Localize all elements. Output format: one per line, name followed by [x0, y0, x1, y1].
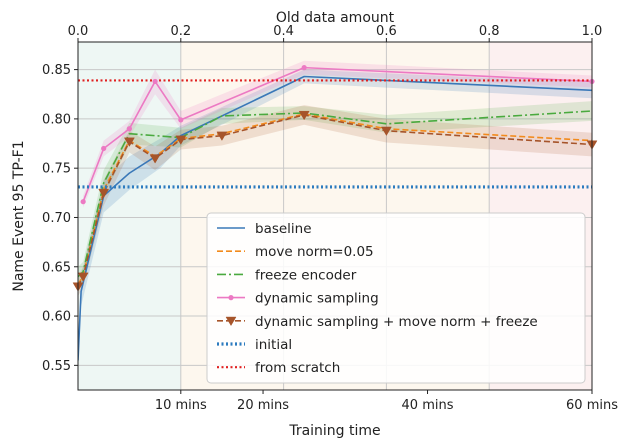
- data-point-marker: [80, 199, 86, 205]
- data-point-marker: [380, 126, 392, 136]
- top-x-tick-label: 1.0: [582, 24, 603, 39]
- legend-label: dynamic sampling + move norm + freeze: [255, 314, 538, 330]
- top-x-tick-label: 0.0: [68, 24, 89, 39]
- data-point-marker: [298, 110, 310, 121]
- x-axis-label: Training time: [288, 423, 380, 439]
- x-tick-label: 10 mins: [155, 398, 207, 413]
- series-line: [78, 114, 592, 287]
- legend-label: freeze encoder: [255, 267, 357, 283]
- x-tick-label: 20 mins: [237, 398, 289, 413]
- y-tick-label: 0.80: [42, 112, 71, 127]
- legend-box: [206, 212, 586, 384]
- y-axis-label: Name Event 95 TP-F1: [11, 140, 27, 291]
- legend-label: from scratch: [255, 360, 340, 376]
- data-point-marker: [216, 131, 228, 141]
- data-point-marker: [225, 316, 237, 327]
- top-x-tick-label: 0.2: [170, 24, 191, 39]
- data-point-marker: [149, 154, 161, 164]
- data-point-marker: [301, 65, 307, 71]
- legend-label: move norm=0.05: [255, 244, 374, 260]
- y-tick-label: 0.70: [42, 211, 71, 226]
- x-tick-label: 40 mins: [402, 398, 454, 413]
- legend-marker: [228, 295, 234, 301]
- y-tick-label: 0.65: [42, 260, 71, 275]
- x-tick-label: 60 mins: [566, 398, 618, 413]
- axis-ticks: 0.55 0.60 0.65 0.70 0.75 0.80 0.85 10 mins 20 mi…: [42, 24, 618, 413]
- legend: baseline move norm=0.05 freeze encoder dyna…: [206, 212, 586, 384]
- top-x-axis-label: Old data amount: [276, 10, 395, 26]
- data-point-marker: [77, 272, 89, 282]
- top-x-tick-label: 0.8: [479, 24, 500, 39]
- confidence-bands: [78, 60, 592, 366]
- top-x-tick-label: 0.6: [376, 24, 397, 39]
- confidence-band: [78, 101, 592, 287]
- top-x-tick-label: 0.4: [273, 24, 294, 39]
- data-point-marker: [178, 117, 184, 123]
- data-point-marker: [101, 145, 107, 152]
- background-band: [78, 42, 181, 390]
- data-point-marker: [98, 188, 110, 199]
- confidence-band: [83, 60, 592, 208]
- legend-label: baseline: [255, 221, 312, 237]
- y-tick-label: 0.60: [42, 310, 71, 325]
- data-point-marker: [175, 135, 187, 145]
- legend-label: dynamic sampling: [255, 291, 379, 307]
- y-tick-label: 0.55: [42, 359, 71, 374]
- y-tick-label: 0.75: [42, 162, 71, 177]
- data-point-marker: [152, 78, 158, 85]
- data-point-marker: [123, 137, 135, 147]
- y-tick-label: 0.85: [42, 63, 71, 78]
- data-point-marker: [126, 126, 132, 132]
- plot-frame: [77, 41, 593, 391]
- legend-label: initial: [255, 337, 292, 353]
